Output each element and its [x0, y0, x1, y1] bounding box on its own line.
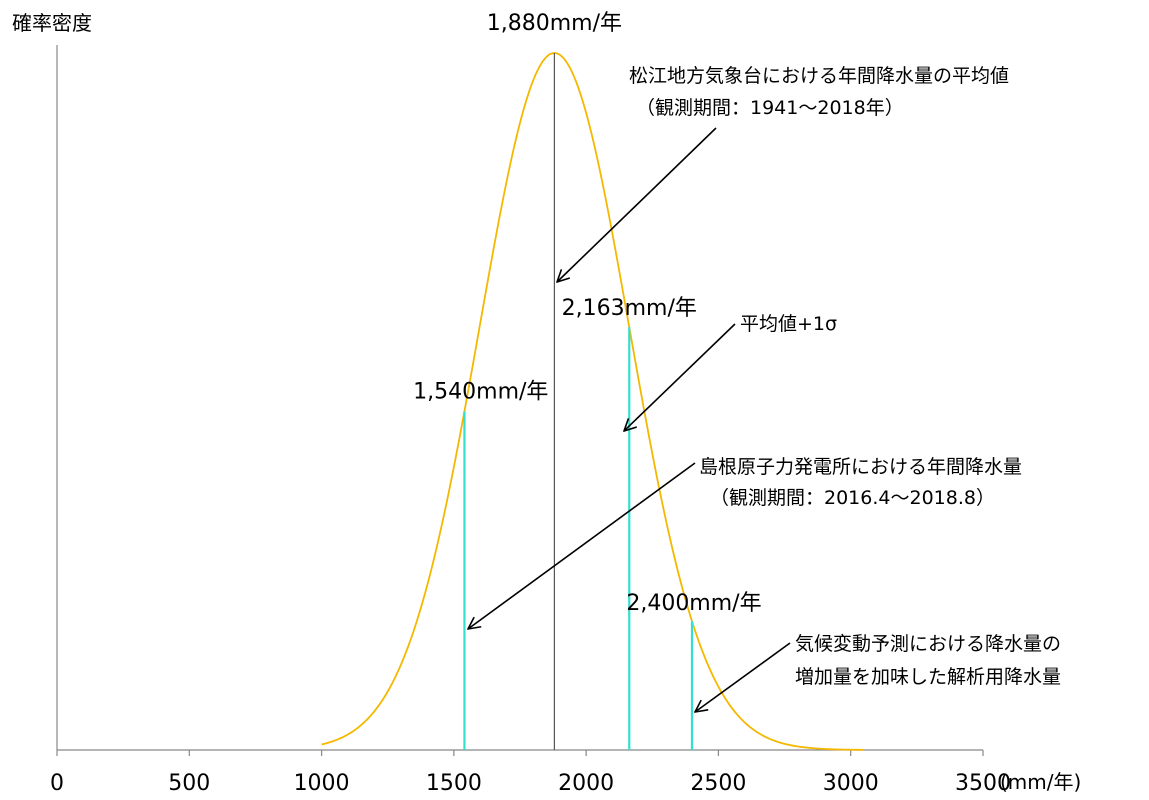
curve-layer: [321, 52, 864, 751]
x-axis-unit: (mm/年): [1000, 770, 1081, 794]
x-tick-label: 1000: [294, 771, 350, 796]
marker-label: 2,163mm/年: [562, 296, 697, 321]
x-tick-label: 500: [168, 771, 210, 796]
annotation-site-line2: （観測期間：2016.4～2018.8）: [710, 487, 995, 509]
density-curve: [321, 52, 864, 751]
annotation-plus-sigma: 平均値+1σ: [740, 313, 837, 335]
x-tick-label: 2500: [690, 771, 746, 796]
annotation-site-arrow: [468, 462, 696, 629]
x-tick-label: 3000: [823, 771, 879, 796]
marker-label: 2,400mm/年: [626, 591, 761, 616]
annotation-mean-line2: （観測期間：1941～2018年）: [636, 97, 904, 119]
annotation-mean-arrow: [557, 127, 717, 282]
y-axis-label: 確率密度: [12, 11, 92, 35]
marker-label: 1,540mm/年: [413, 379, 548, 404]
marker-lines: 1,880mm/年 1,540mm/年 2,163mm/年 2,400mm/年: [413, 11, 762, 750]
annotation-mean-line1: 松江地方気象台における年間降水量の平均値: [629, 65, 1009, 87]
annotation-climate-line2: 増加量を加味した解析用降水量: [795, 666, 1061, 688]
x-ticks: 0 500 1000 1500 2000 2500 3000 3500: [50, 750, 1011, 796]
axes: 確率密度 (mm/年): [12, 11, 1081, 794]
annotation-climate-arrow: [695, 642, 791, 712]
annotation-site-line1: 島根原子力発電所における年間降水量: [699, 456, 1022, 478]
marker-label: 1,880mm/年: [487, 11, 622, 36]
x-tick-label: 1500: [426, 771, 482, 796]
annotations: 松江地方気象台における年間降水量の平均値 （観測期間：1941～2018年） 平…: [468, 65, 1061, 712]
annotation-climate-line1: 気候変動予測における降水量の: [795, 633, 1061, 655]
x-tick-label: 3500: [955, 771, 1011, 796]
x-tick-label: 2000: [558, 771, 614, 796]
x-tick-label: 0: [50, 771, 64, 796]
annotation-plus-sigma-arrow: [624, 323, 736, 431]
